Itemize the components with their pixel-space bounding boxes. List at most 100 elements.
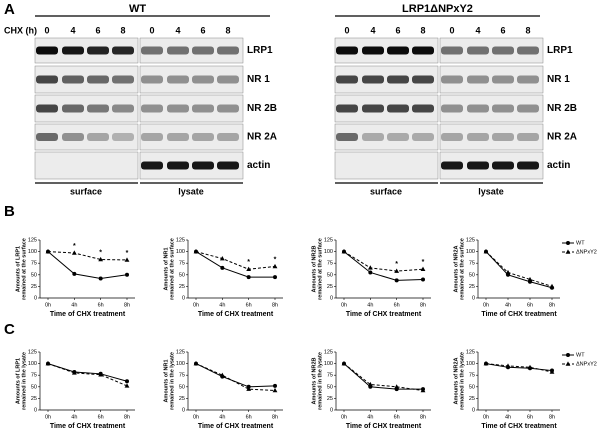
x-tick-label: 6h bbox=[98, 302, 104, 308]
y-tick-label: 100 bbox=[176, 249, 185, 255]
band bbox=[441, 161, 463, 170]
x-axis-title: Time of CHX treatment bbox=[346, 423, 422, 428]
y-axis-title: remained in the lysate bbox=[459, 352, 465, 410]
y-tick-label: 125 bbox=[176, 349, 185, 355]
y-tick-label: 75 bbox=[179, 373, 185, 379]
marker bbox=[98, 276, 103, 281]
band bbox=[336, 104, 358, 113]
series-line bbox=[195, 363, 276, 392]
x-tick-label: 6h bbox=[527, 414, 533, 420]
band bbox=[87, 46, 109, 55]
row-label: actin bbox=[247, 160, 270, 171]
x-tick-label: 4h bbox=[219, 302, 225, 308]
group-title: WT bbox=[129, 3, 146, 15]
band bbox=[62, 104, 84, 113]
lane-label: 4 bbox=[370, 25, 375, 35]
marker bbox=[72, 271, 77, 276]
band bbox=[167, 75, 189, 84]
band bbox=[36, 133, 58, 141]
lane-label: 8 bbox=[225, 25, 230, 35]
x-tick-label: 0h bbox=[341, 414, 347, 420]
y-tick-label: 75 bbox=[179, 261, 185, 267]
series-line bbox=[343, 251, 424, 272]
x-axis-title: Time of CHX treatment bbox=[50, 423, 126, 428]
band bbox=[412, 75, 434, 84]
band bbox=[517, 46, 539, 55]
band bbox=[141, 75, 163, 84]
series-line bbox=[47, 251, 128, 280]
y-axis-title: Amounts of LRP1 bbox=[15, 358, 21, 404]
y-tick-label: 25 bbox=[179, 284, 185, 290]
band bbox=[141, 161, 163, 170]
y-tick-label: 0 bbox=[34, 295, 37, 301]
group-title: LRP1ΔNPxY2 bbox=[402, 3, 473, 15]
blot-frame bbox=[139, 65, 244, 94]
row-label: LRP1 bbox=[247, 45, 273, 56]
band bbox=[412, 104, 434, 113]
x-tick-label: 6h bbox=[246, 414, 252, 420]
row-label: NR 2B bbox=[247, 103, 277, 114]
y-tick-label: 125 bbox=[28, 349, 37, 355]
y-axis-title: remained at the surface bbox=[317, 238, 323, 300]
marker bbox=[193, 361, 199, 366]
band bbox=[492, 46, 514, 55]
y-tick-label: 75 bbox=[327, 373, 333, 379]
marker bbox=[71, 370, 77, 375]
marker bbox=[341, 249, 347, 254]
y-tick-label: 0 bbox=[472, 407, 475, 413]
x-tick-label: 8h bbox=[124, 302, 130, 308]
significance: * bbox=[99, 249, 102, 256]
y-tick-label: 25 bbox=[31, 284, 37, 290]
fraction-label: lysate bbox=[178, 186, 204, 196]
band bbox=[336, 133, 358, 141]
row-label: NR 2A bbox=[247, 132, 277, 143]
band bbox=[492, 104, 514, 113]
marker bbox=[420, 387, 426, 393]
x-tick-label: 8h bbox=[124, 414, 130, 420]
marker bbox=[505, 269, 511, 275]
significance: * bbox=[73, 243, 76, 250]
y-tick-label: 125 bbox=[466, 237, 475, 243]
significance: * bbox=[247, 259, 250, 266]
x-tick-label: 6h bbox=[527, 302, 533, 308]
band bbox=[87, 133, 109, 141]
x-tick-label: 8h bbox=[420, 414, 426, 420]
row-label: NR 1 bbox=[547, 74, 570, 85]
row-label: NR 1 bbox=[247, 74, 270, 85]
x-tick-label: 4h bbox=[505, 302, 511, 308]
band bbox=[192, 75, 214, 84]
band bbox=[62, 75, 84, 84]
significance: * bbox=[274, 256, 277, 263]
y-tick-label: 125 bbox=[324, 349, 333, 355]
y-axis-title: Amounts of NR2B bbox=[311, 245, 317, 292]
x-tick-label: 0h bbox=[341, 302, 347, 308]
x-tick-label: 8h bbox=[420, 302, 426, 308]
series-line bbox=[47, 363, 128, 387]
x-tick-label: 6h bbox=[394, 302, 400, 308]
band bbox=[441, 46, 463, 55]
lane-label: 6 bbox=[395, 25, 400, 35]
band bbox=[467, 46, 489, 55]
band bbox=[36, 75, 58, 84]
blot-frame bbox=[439, 65, 544, 94]
marker bbox=[124, 257, 130, 262]
marker bbox=[527, 364, 533, 370]
blot-frame bbox=[34, 151, 139, 180]
y-axis-title: Amounts of NR2A bbox=[453, 357, 459, 404]
y-axis-title: remained at the surface bbox=[169, 238, 175, 300]
marker bbox=[246, 275, 251, 280]
y-tick-label: 100 bbox=[466, 361, 475, 367]
band bbox=[192, 46, 214, 55]
marker bbox=[566, 353, 570, 357]
series-line bbox=[485, 363, 553, 373]
y-tick-label: 75 bbox=[31, 373, 37, 379]
marker bbox=[220, 265, 225, 270]
lane-label: 8 bbox=[120, 25, 125, 35]
legend-label: ΔNPxY2 bbox=[576, 249, 597, 255]
marker bbox=[505, 363, 511, 368]
band bbox=[167, 133, 189, 141]
fraction-label: surface bbox=[70, 186, 102, 196]
band bbox=[467, 104, 489, 113]
band bbox=[141, 104, 163, 113]
